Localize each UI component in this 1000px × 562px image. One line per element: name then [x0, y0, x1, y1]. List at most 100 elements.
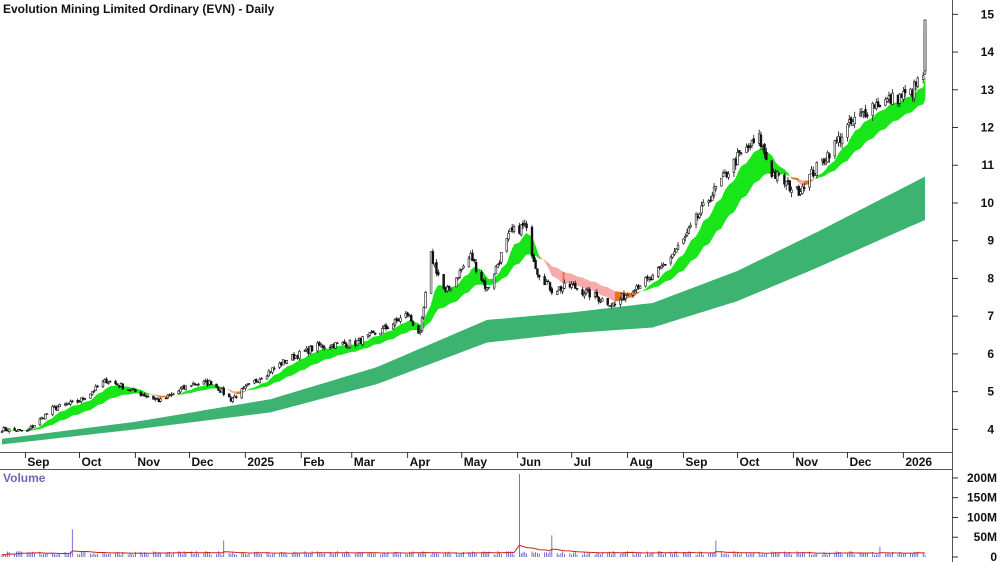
- x-tick-label: May: [464, 455, 488, 469]
- candle-body: [424, 291, 427, 309]
- short-band-segment: [678, 254, 684, 273]
- short-band-segment: [407, 320, 410, 332]
- candle-body: [745, 146, 748, 153]
- short-band-segment: [645, 287, 648, 291]
- short-band-segment: [254, 386, 257, 390]
- short-band-segment: [369, 337, 372, 347]
- short-band-segment: [878, 111, 881, 133]
- short-band-segment: [375, 335, 381, 345]
- candle-body: [254, 379, 258, 383]
- short-band-segment: [557, 267, 560, 281]
- candle-body: [473, 259, 476, 262]
- short-band-segment: [816, 172, 823, 179]
- candle-body: [732, 158, 736, 173]
- short-band-segment: [259, 383, 262, 388]
- short-band-segment: [434, 287, 437, 314]
- candle-body: [348, 339, 352, 348]
- candle-body: [446, 286, 449, 292]
- short-band-segment: [851, 134, 854, 156]
- short-band-segment: [852, 130, 856, 154]
- candle-body: [278, 362, 281, 368]
- candle-body: [644, 277, 647, 287]
- candle-body: [626, 294, 629, 296]
- short-band-segment: [899, 100, 902, 119]
- short-band-segment: [741, 162, 747, 199]
- short-band-segment: [854, 127, 861, 152]
- candle-body: [26, 430, 29, 432]
- short-band-segment: [148, 393, 154, 395]
- short-band-segment: [888, 104, 892, 125]
- short-band-segment: [829, 160, 836, 173]
- short-band-segment: [712, 206, 715, 239]
- x-tick-label: 2025: [247, 455, 274, 469]
- short-band-segment: [674, 261, 677, 277]
- candle-body: [4, 426, 7, 431]
- short-band-segment: [382, 332, 385, 343]
- short-band-segment: [470, 268, 473, 290]
- candle-body: [545, 281, 548, 285]
- short-band-segment: [308, 354, 311, 368]
- short-band-segment: [508, 252, 511, 274]
- short-band-segment: [905, 96, 911, 115]
- candle-body: [310, 345, 314, 352]
- short-band-segment: [614, 291, 621, 302]
- candle-body: [447, 285, 451, 289]
- candle-body: [177, 390, 180, 395]
- candle-body: [538, 275, 541, 278]
- short-band-segment: [247, 388, 250, 391]
- short-band-segment: [337, 345, 344, 356]
- short-band-segment: [387, 330, 394, 340]
- short-band-segment: [607, 287, 610, 299]
- short-band-segment: [463, 273, 470, 295]
- candle-body: [197, 383, 200, 386]
- candle-body: [709, 199, 712, 202]
- short-band-segment: [317, 350, 320, 364]
- candle-body: [673, 251, 676, 255]
- short-band-segment: [229, 389, 232, 393]
- short-band-segment: [182, 391, 185, 395]
- short-band-segment: [461, 276, 464, 297]
- short-band-segment: [535, 246, 538, 258]
- short-band-segment: [438, 285, 445, 309]
- candle-body: [801, 186, 804, 194]
- y-tick-label: 9: [987, 234, 994, 248]
- short-band-segment: [193, 387, 196, 393]
- short-band-segment: [596, 282, 600, 294]
- short-band-segment: [380, 334, 383, 344]
- short-band-segment: [672, 263, 675, 279]
- short-band-segment: [760, 148, 764, 179]
- short-band-segment: [243, 390, 246, 393]
- short-band-segment: [432, 290, 436, 318]
- candle-body: [777, 173, 781, 176]
- candle-body: [92, 390, 96, 393]
- candle-body: [258, 379, 261, 384]
- candle-body: [803, 187, 806, 190]
- candle-body: [721, 172, 725, 178]
- candle-body: [485, 287, 489, 291]
- short-band-segment: [652, 279, 659, 288]
- short-band-segment: [286, 364, 293, 377]
- candle-body: [328, 346, 332, 349]
- candle-body: [675, 248, 678, 253]
- short-band-segment: [726, 185, 729, 219]
- candle-body: [321, 345, 325, 348]
- short-band-segment: [267, 380, 270, 387]
- short-band-segment: [513, 242, 520, 266]
- x-tick-label: Oct: [82, 455, 102, 469]
- candle-body: [193, 383, 197, 385]
- short-band-segment: [157, 395, 160, 398]
- x-tick-label: Sep: [685, 455, 707, 469]
- candle-body: [525, 223, 528, 229]
- short-band-segment: [423, 315, 427, 329]
- candle-body: [840, 136, 844, 145]
- candle-body: [334, 342, 337, 349]
- y-tick-label: 6: [987, 347, 994, 361]
- short-band-segment: [256, 385, 259, 389]
- candle-body: [410, 315, 413, 322]
- short-band-segment: [735, 173, 738, 209]
- short-band-segment: [65, 409, 68, 420]
- short-band-segment: [447, 286, 450, 306]
- short-band-segment: [54, 414, 57, 424]
- candle-body: [56, 406, 60, 411]
- candle-body: [386, 327, 389, 330]
